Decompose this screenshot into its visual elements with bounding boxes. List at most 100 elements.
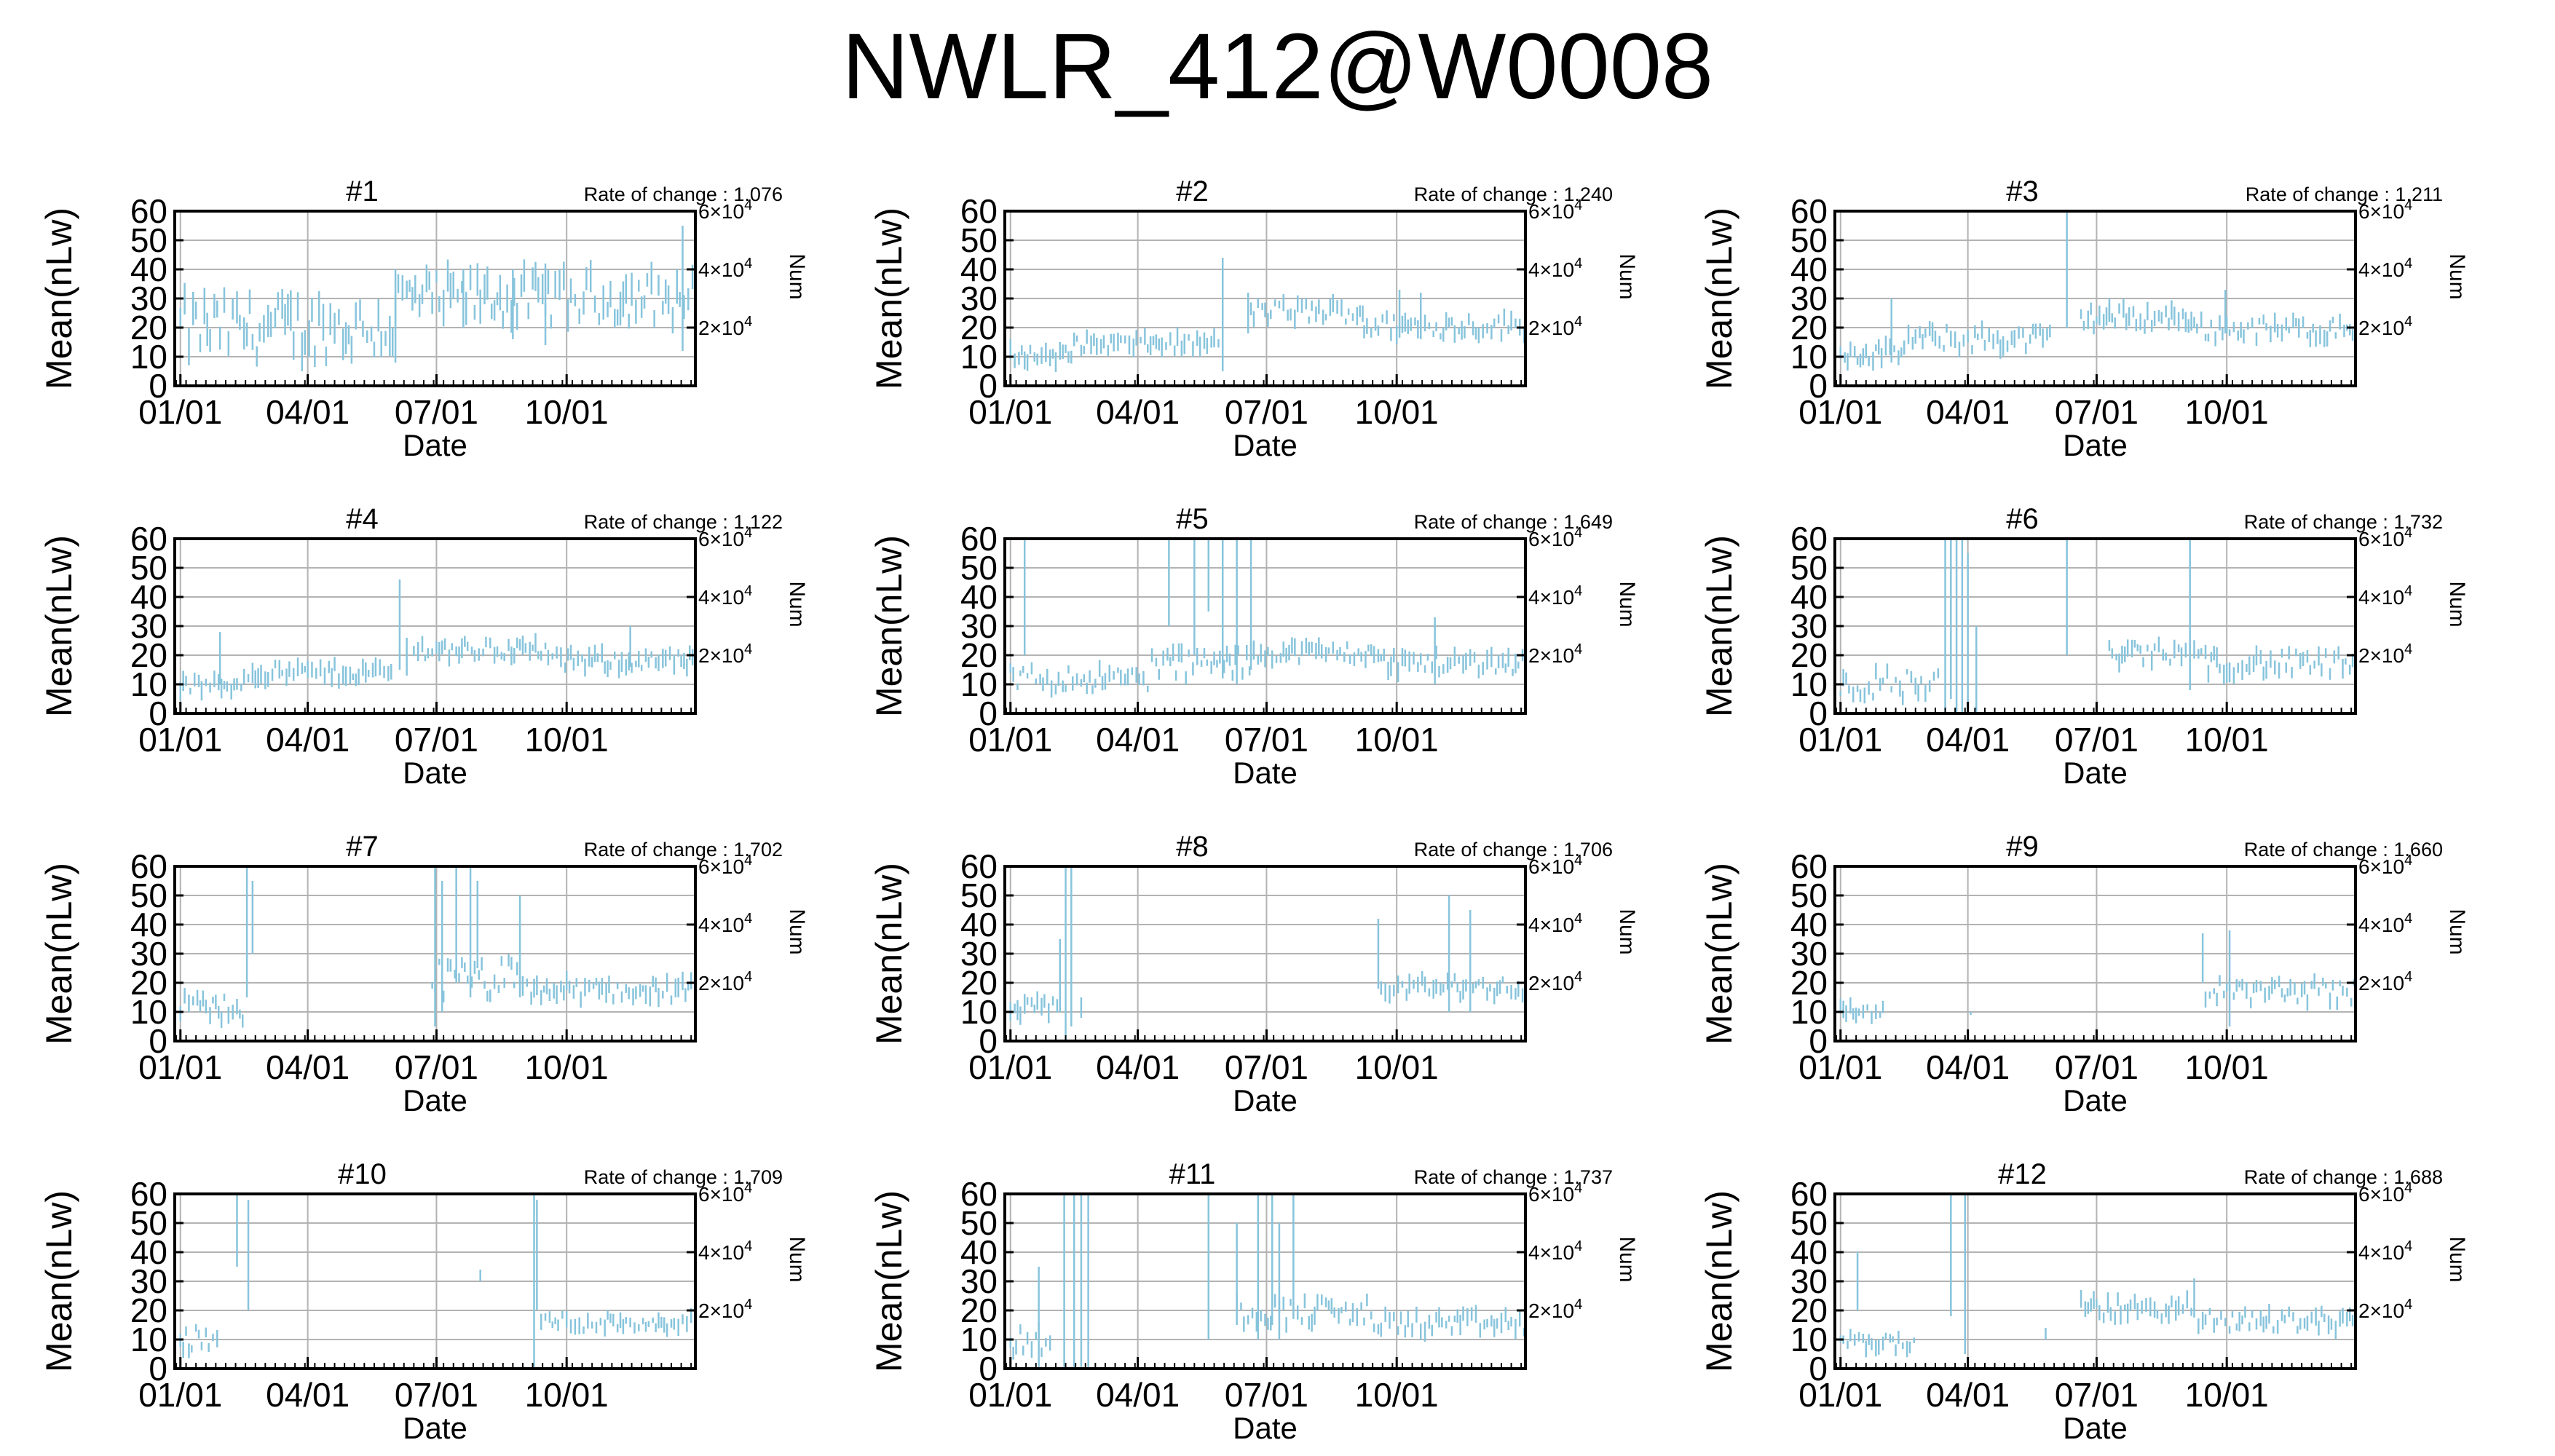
x-axis-label: Date <box>1233 756 1298 790</box>
rate-of-change: Rate of change : 1.660 <box>2244 839 2443 860</box>
y-tick-label: 20 <box>130 309 167 347</box>
rate-of-change: Rate of change : 1.702 <box>584 839 783 860</box>
y-tick-label: 50 <box>1790 877 1828 914</box>
y-tick-label: 20 <box>960 636 998 674</box>
right-tick-label: 4×104 <box>698 583 752 609</box>
x-tick-label: 04/01 <box>1926 1376 2010 1414</box>
x-tick-label: 07/01 <box>2055 1048 2139 1086</box>
y-tick-label: 0 <box>979 367 998 405</box>
x-tick-label: 07/01 <box>1225 1376 1308 1414</box>
y-tick-label: 30 <box>1790 1262 1828 1300</box>
y-tick-label: 10 <box>960 665 998 703</box>
x-tick-label: 04/01 <box>1096 721 1180 759</box>
x-tick-label: 04/01 <box>1096 1048 1180 1086</box>
y-tick-label: 60 <box>960 1175 998 1213</box>
series-mean-bars <box>1009 258 1525 372</box>
right-tick-label: 4×104 <box>1528 583 1582 609</box>
right-tick-label: 2×104 <box>698 969 752 994</box>
right-tick-label: 2×104 <box>2358 1297 2412 1322</box>
y-tick-label: 40 <box>1790 250 1828 288</box>
panel-title: #1 <box>346 175 379 207</box>
y-tick-label: 50 <box>960 877 998 914</box>
series-mean-bars <box>1839 211 2357 371</box>
y-tick-label: 40 <box>960 250 998 288</box>
series-mean-bars <box>1009 866 1524 1041</box>
panel-title: #7 <box>346 831 379 863</box>
y-axis-label-right: Num <box>785 253 809 299</box>
x-tick-label: 04/01 <box>266 1376 350 1414</box>
panel-title: #9 <box>2006 831 2039 863</box>
y-axis-label-left: Mean(nLw) <box>39 535 79 717</box>
y-tick-label: 20 <box>130 1291 167 1329</box>
right-tick-label: 6×104 <box>2358 197 2412 223</box>
right-tick-label: 2×104 <box>2358 641 2412 667</box>
y-tick-label: 20 <box>1790 964 1828 1002</box>
y-tick-label: 30 <box>1790 280 1828 317</box>
y-axis-label-left: Mean(nLw) <box>39 207 79 389</box>
y-tick-label: 50 <box>960 549 998 587</box>
y-axis-label-left: Mean(nLw) <box>39 1190 79 1372</box>
x-tick-label: 01/01 <box>968 393 1052 431</box>
y-tick-label: 60 <box>960 847 998 885</box>
series-mean-bars <box>179 226 697 371</box>
x-tick-label: 04/01 <box>1926 1048 2010 1086</box>
x-axis-label: Date <box>403 1083 467 1117</box>
x-tick-label: 01/01 <box>968 721 1052 759</box>
right-tick-label: 4×104 <box>2358 583 2412 609</box>
right-tick-label: 2×104 <box>2358 969 2412 994</box>
y-tick-label: 0 <box>149 695 167 732</box>
x-tick-label: 04/01 <box>266 721 350 759</box>
y-tick-label: 10 <box>130 993 167 1031</box>
right-tick-label: 2×104 <box>698 1297 752 1322</box>
y-tick-label: 10 <box>960 338 998 376</box>
x-axis-label: Date <box>1233 1083 1298 1117</box>
y-axis-label-left: Mean(nLw) <box>39 863 79 1045</box>
y-tick-label: 20 <box>130 636 167 674</box>
right-tick-label: 4×104 <box>2358 911 2412 936</box>
right-tick-label: 4×104 <box>1528 256 1582 281</box>
y-tick-label: 60 <box>1790 1175 1828 1213</box>
right-tick-label: 4×104 <box>1528 911 1582 936</box>
right-tick-label: 6×104 <box>1528 852 1582 878</box>
x-tick-label: 04/01 <box>266 1048 350 1086</box>
x-tick-label: 07/01 <box>1225 1048 1308 1086</box>
y-tick-label: 50 <box>960 1204 998 1242</box>
series-mean-bars <box>1839 930 2355 1026</box>
y-tick-label: 20 <box>960 1291 998 1329</box>
y-tick-label: 30 <box>130 280 167 317</box>
y-axis-label-right: Num <box>1615 909 1639 954</box>
right-tick-label: 2×104 <box>1528 641 1582 667</box>
y-tick-label: 10 <box>130 1321 167 1358</box>
y-tick-label: 50 <box>1790 1204 1828 1242</box>
y-tick-label: 0 <box>979 695 998 732</box>
y-tick-label: 10 <box>1790 993 1828 1031</box>
y-tick-label: 40 <box>130 250 167 288</box>
rate-of-change: Rate of change : 1.706 <box>1414 839 1613 860</box>
x-axis-label: Date <box>2063 1083 2128 1117</box>
y-tick-label: 10 <box>130 338 167 376</box>
y-tick-label: 40 <box>1790 1233 1828 1271</box>
y-axis-label-right: Num <box>2445 253 2469 299</box>
x-tick-label: 07/01 <box>2055 1376 2139 1414</box>
right-tick-label: 6×104 <box>698 525 752 550</box>
x-tick-label: 07/01 <box>1225 393 1308 431</box>
y-tick-label: 60 <box>960 520 998 558</box>
x-axis-label: Date <box>403 1411 467 1445</box>
y-tick-label: 40 <box>1790 578 1828 616</box>
rate-of-change: Rate of change : 1.240 <box>1414 183 1613 205</box>
right-tick-label: 2×104 <box>698 641 752 667</box>
x-axis-label: Date <box>403 756 467 790</box>
y-tick-label: 10 <box>1790 338 1828 376</box>
y-tick-label: 40 <box>130 1233 167 1271</box>
y-tick-label: 40 <box>1790 906 1828 943</box>
y-tick-label: 40 <box>130 578 167 616</box>
right-tick-label: 6×104 <box>1528 1180 1582 1206</box>
right-tick-label: 6×104 <box>2358 1180 2412 1206</box>
panel-title: #2 <box>1176 175 1209 207</box>
y-tick-label: 30 <box>960 280 998 317</box>
x-tick-label: 04/01 <box>1096 1376 1180 1414</box>
